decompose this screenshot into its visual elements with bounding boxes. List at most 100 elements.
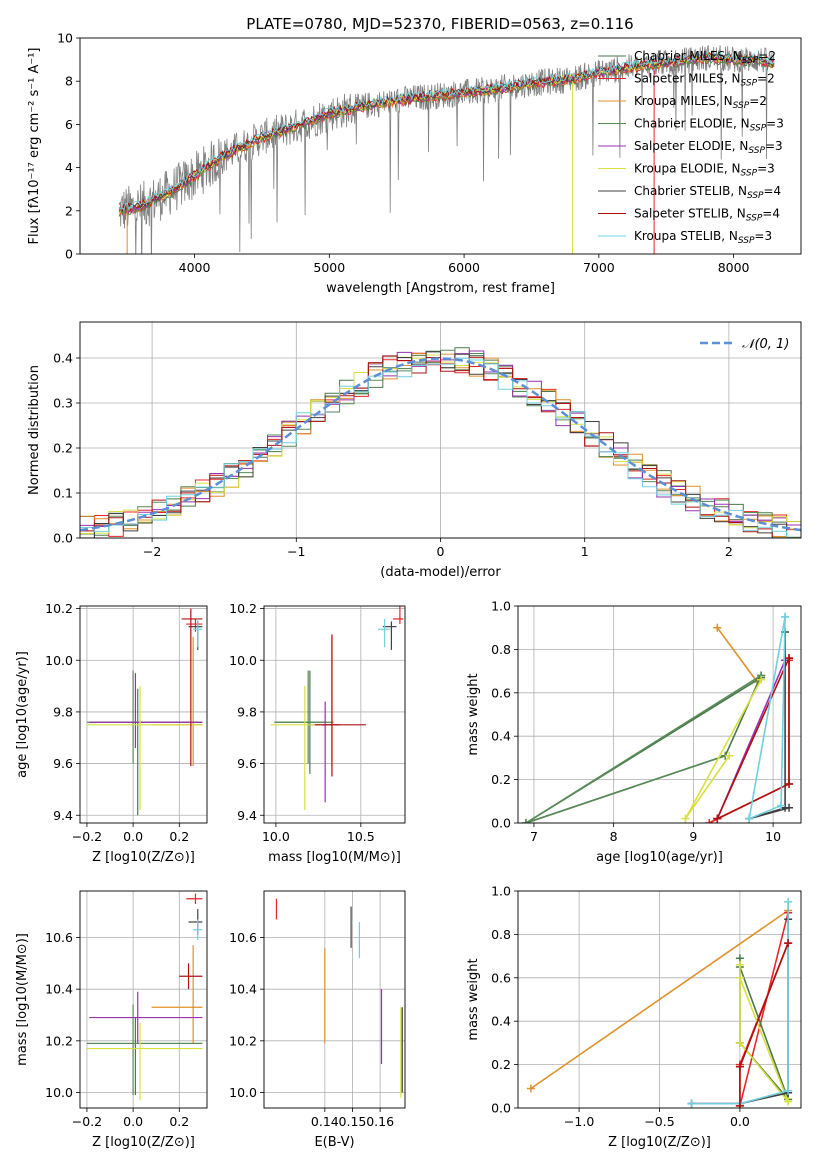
mass-weight-marker: [687, 1099, 696, 1108]
x-tick-label: −2: [143, 544, 161, 559]
x-tick-label: 0.0: [123, 1114, 143, 1129]
y-axis-label: Normed distribution: [27, 365, 42, 495]
mass-weight-marker: [735, 1101, 744, 1108]
y-tick-label: 8: [65, 74, 73, 89]
x-tick-label: 8000: [718, 260, 750, 275]
mass-weight-marker: [735, 1062, 744, 1071]
x-tick-label: 6000: [448, 260, 480, 275]
legend-label: Chabrier ELODIE, NSSP=3: [634, 117, 784, 134]
y-tick-label: 0.0: [491, 1101, 511, 1116]
plot-area: [264, 891, 405, 1108]
x-tick-label: 10: [765, 829, 781, 844]
mass-weight-line: [525, 674, 762, 823]
y-tick-label: 9.6: [53, 756, 73, 771]
x-tick-label: 0.16: [366, 1114, 394, 1129]
plot-area: [80, 38, 801, 254]
y-tick-label: 9.4: [53, 808, 73, 823]
y-tick-label: 9.4: [237, 808, 257, 823]
mass-weight-line: [748, 632, 790, 820]
legend-label: Chabrier STELIB, NSSP=4: [634, 184, 781, 201]
mass-weight-marker: [785, 779, 794, 788]
spectrum-legend: Chabrier MILES, NSSP=2 Salpeter MILES, NS…: [598, 49, 784, 246]
y-tick-label: 0.4: [491, 729, 511, 744]
y-tick-label: 0.2: [491, 1057, 511, 1072]
panel-age-vs-mass: 10.0 10.5 9.4 9.6 9.8 10.0 10.2 mass [log10(M/M…: [229, 601, 406, 865]
x-tick-label: 7: [530, 829, 538, 844]
axes-frame: [79, 37, 802, 255]
mass-weight-marker: [713, 623, 722, 632]
y-tick-label: 10.2: [229, 601, 257, 616]
gaussian-reference-curve: [80, 357, 801, 532]
y-tick-label: 1.0: [491, 599, 511, 614]
x-tick-label: 0.15: [339, 1114, 367, 1129]
mass-weight-marker: [681, 814, 690, 823]
y-axis-label: age [log10(age/yr)]: [15, 651, 30, 778]
x-tick-label: 0: [437, 544, 445, 559]
model-spectrum-line: [119, 52, 775, 212]
x-axis-label: mass [log10(M/M⊙)]: [268, 850, 401, 865]
mass-weight-marker: [777, 801, 786, 810]
legend-label: 𝒩(0, 1): [742, 337, 789, 352]
x-axis-label: age [log10(age/yr)]: [596, 850, 723, 865]
axes-frame: [263, 890, 406, 1109]
figure-title: PLATE=0780, MJD=52370, FIBERID=0563, z=0…: [246, 15, 633, 33]
x-tick-label: −0.5: [644, 1114, 674, 1129]
y-tick-label: 0: [65, 247, 73, 262]
y-tick-label: 10.0: [45, 1085, 73, 1100]
x-tick-label: −1.0: [564, 1114, 594, 1129]
y-tick-label: 10.6: [229, 930, 257, 945]
y-axis-label: Flux [fλ10⁻¹⁷ erg cm⁻² s⁻¹ A⁻¹]: [27, 48, 42, 245]
x-axis-label: E(B-V): [314, 1135, 354, 1150]
y-tick-label: 10.2: [45, 601, 73, 616]
y-tick-label: 0.8: [491, 642, 511, 657]
plot-content: [275, 898, 403, 1098]
y-axis-label: mass weight: [466, 958, 481, 1040]
y-tick-label: 0.2: [491, 772, 511, 787]
panel-weight-vs-age: 7 8 9 10 0.0 0.2 0.4 0.6 0.8 1.0 age [log10(age/yr…: [466, 599, 802, 865]
y-tick-label: 1.0: [491, 884, 511, 899]
x-tick-label: 10.5: [347, 829, 375, 844]
x-tick-label: 10.0: [262, 829, 290, 844]
y-tick-label: 0.4: [53, 351, 73, 366]
x-tick-label: −1: [287, 544, 305, 559]
x-tick-label: 4000: [179, 260, 211, 275]
mass-weight-marker: [757, 675, 766, 684]
mass-weight-marker: [784, 1097, 793, 1106]
x-tick-label: 0.2: [169, 829, 189, 844]
y-tick-label: 10.0: [229, 1085, 257, 1100]
axes-frame: [79, 605, 208, 824]
legend-label: Salpeter ELODIE, NSSP=3: [634, 139, 783, 156]
panel-mass-vs-Z: −0.2 0.0 0.2 10.0 10.2 10.4 10.6 Z [log10(Z/Z⊙)…: [15, 890, 208, 1150]
legend-label: Kroupa ELODIE, NSSP=3: [634, 162, 775, 179]
legend-label: Kroupa STELIB, NSSP=3: [634, 229, 772, 246]
x-tick-label: 2: [725, 544, 733, 559]
axes-frame: [517, 605, 802, 824]
mass-weight-line: [530, 909, 789, 1090]
mass-weight-marker: [521, 819, 530, 823]
residual-histogram-step: [80, 357, 801, 538]
y-tick-label: 10.2: [229, 1033, 257, 1048]
panel-mass-vs-ebv: 0.14 0.15 0.16 10.0 10.2 10.4 10.6 E(B-V): [229, 890, 406, 1150]
y-tick-label: 0.0: [53, 531, 73, 546]
x-tick-label: 5000: [313, 260, 345, 275]
panel-weight-vs-Z: −1.0 −0.5 0.0 0.0 0.2 0.4 0.6 0.8 1.0 Z [log10(Z/…: [466, 884, 802, 1150]
mass-weight-marker: [745, 814, 754, 823]
model-spectrum-line: [118, 50, 775, 211]
mass-weight-marker: [705, 819, 714, 823]
plot-content: [86, 608, 203, 816]
axes-frame: [263, 605, 406, 824]
y-tick-label: 2: [65, 203, 73, 218]
legend-label: Chabrier MILES, NSSP=2: [634, 49, 776, 66]
legend-label: Kroupa MILES, NSSP=2: [634, 94, 767, 111]
y-tick-label: 10: [57, 31, 73, 46]
x-tick-label: 0.2: [169, 1114, 189, 1129]
mass-weight-line: [715, 657, 790, 821]
panel-spectrum: 4000 5000 6000 7000 8000 0 2 4 6 8 10 Chabrier MILE…: [27, 31, 802, 296]
x-axis-label: (data-model)/error: [380, 565, 501, 580]
x-tick-label: 1: [581, 544, 589, 559]
y-tick-label: 0.8: [491, 927, 511, 942]
plot-content: [86, 893, 203, 1101]
mass-weight-marker: [785, 803, 794, 812]
mass-weight-line: [748, 616, 786, 820]
